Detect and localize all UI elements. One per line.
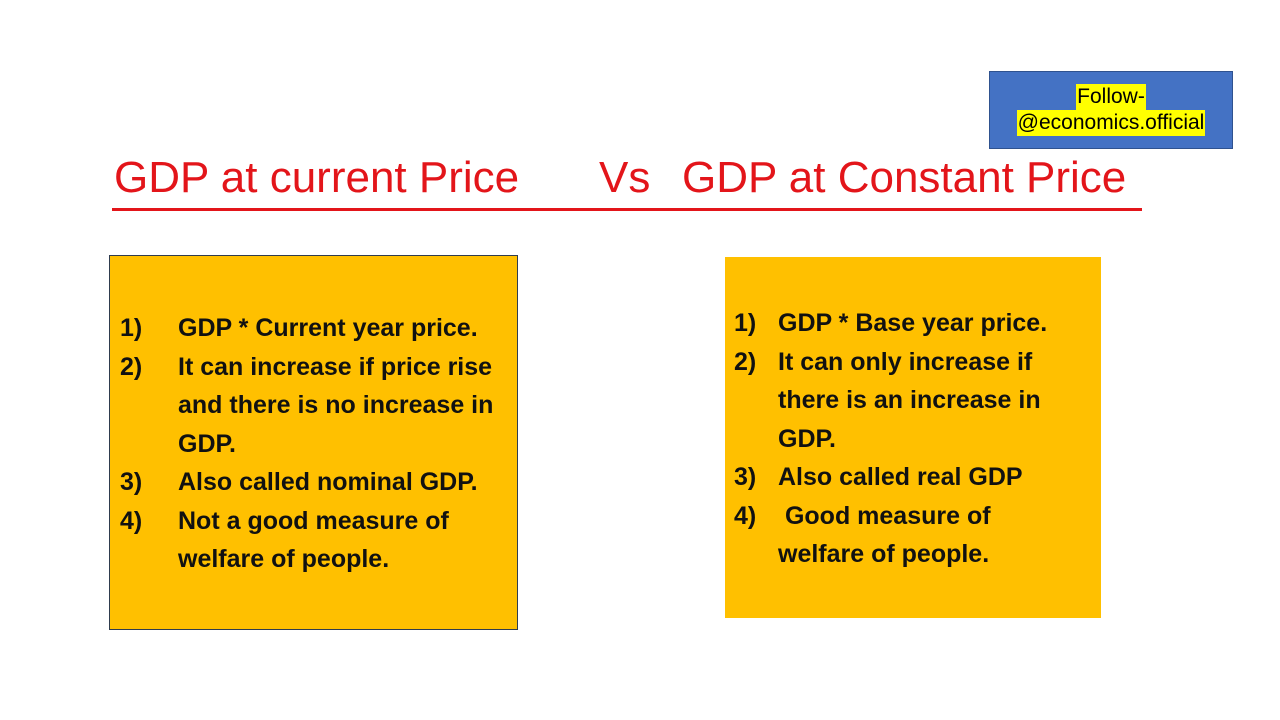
list-item: 4) Good measure of welfare of people. [734,497,1078,574]
current-price-box: 1) GDP * Current year price. 2) It can i… [109,255,518,630]
follow-handle: @economics.official [1016,110,1206,136]
list-item: 1) GDP * Base year price. [734,304,1078,343]
current-price-list: 1) GDP * Current year price. 2) It can i… [120,309,513,579]
list-item: 2) It can only increase if there is an i… [734,343,1078,459]
item-text: Also called nominal GDP. [178,468,478,496]
item-text: GDP * Base year price. [778,309,1048,337]
item-number: 4) [120,506,143,535]
item-number: 2) [734,347,757,376]
title-vs: Vs [599,153,651,202]
title-left: GDP at current Price [114,153,520,202]
constant-price-list: 1) GDP * Base year price. 2) It can only… [734,304,1078,574]
follow-badge: Follow- @economics.official [989,71,1233,149]
item-text: GDP * Current year price. [178,314,478,342]
item-text: It can increase if price rise and there … [178,352,494,458]
list-item: 3) Also called nominal GDP. [120,463,513,502]
item-number: 3) [734,463,757,491]
item-text: Good measure of welfare of people. [778,501,998,569]
slide-title: GDP at current Price Vs GDP at Constant … [112,150,1142,211]
item-number: 2) [120,352,143,381]
list-item: 2) It can increase if price rise and the… [120,348,513,464]
item-number: 4) [734,501,757,530]
item-text: Also called real GDP [778,463,1023,491]
item-number: 3) [120,468,143,496]
item-text: Not a good measure of welfare of people. [178,506,449,574]
constant-price-box: 1) GDP * Base year price. 2) It can only… [725,257,1101,618]
follow-label: Follow- [1076,84,1146,110]
title-right: GDP at Constant Price [682,153,1127,202]
list-item: 3) Also called real GDP [734,458,1078,497]
list-item: 4) Not a good measure of welfare of peop… [120,502,513,579]
item-text: It can only increase if there is an incr… [778,347,1041,453]
list-item: 1) GDP * Current year price. [120,309,513,348]
item-number: 1) [734,309,757,337]
item-number: 1) [120,314,143,342]
